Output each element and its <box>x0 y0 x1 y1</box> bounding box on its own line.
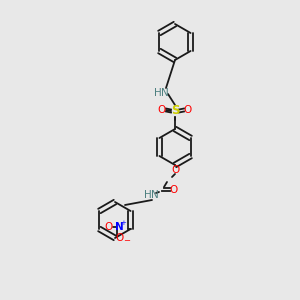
Text: N: N <box>161 88 169 98</box>
Text: O: O <box>104 222 113 232</box>
Text: S: S <box>171 104 179 118</box>
Text: O: O <box>116 233 124 243</box>
Text: H: H <box>144 190 152 200</box>
Text: O: O <box>170 185 178 195</box>
Text: O: O <box>184 105 192 115</box>
Text: O: O <box>158 105 166 115</box>
Text: N: N <box>115 222 124 232</box>
Text: H: H <box>154 88 162 98</box>
Text: O: O <box>172 165 180 175</box>
Text: N: N <box>151 190 159 200</box>
Text: −: − <box>123 236 130 245</box>
Text: +: + <box>121 220 127 226</box>
